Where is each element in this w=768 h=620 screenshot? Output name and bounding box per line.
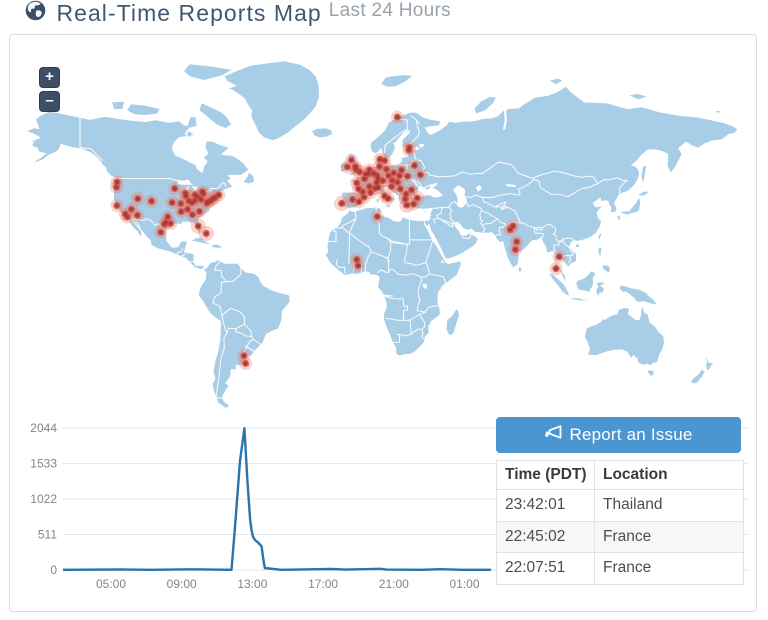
svg-text:13:00: 13:00 — [237, 577, 267, 591]
svg-text:2044: 2044 — [30, 421, 57, 435]
svg-text:1533: 1533 — [30, 457, 57, 471]
svg-text:1022: 1022 — [30, 492, 57, 506]
svg-text:21:00: 21:00 — [379, 577, 409, 591]
svg-text:511: 511 — [38, 528, 57, 542]
svg-text:01:00: 01:00 — [449, 577, 479, 591]
svg-text:09:00: 09:00 — [167, 577, 197, 591]
svg-text:17:00: 17:00 — [308, 577, 338, 591]
svg-text:0: 0 — [50, 563, 57, 577]
svg-text:05:00: 05:00 — [96, 577, 126, 591]
